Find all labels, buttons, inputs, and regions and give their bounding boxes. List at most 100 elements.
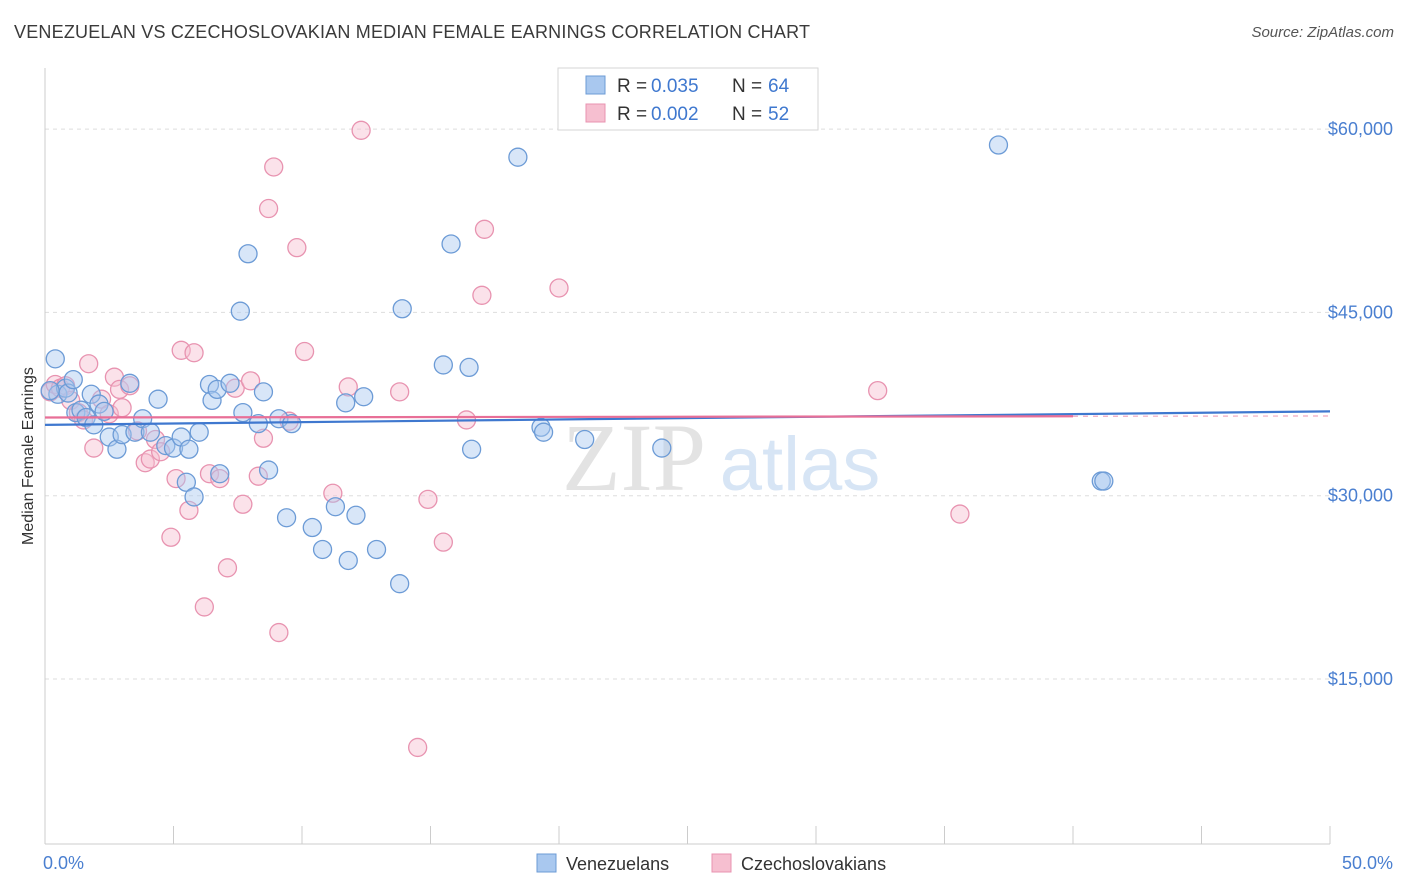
venezuelans-point [171,427,191,447]
source-label: Source: ZipAtlas.com [1251,24,1394,41]
czechoslovakians-point [549,278,569,298]
venezuelans-point [94,401,114,422]
czechoslovakians-point [338,377,358,397]
venezuelans-point [354,387,374,407]
czechoslovakians-point [351,120,371,140]
y-axis-label: Median Female Earnings [20,367,37,545]
stats-n-value-2: 52 [768,104,789,125]
czechoslovakians-point [433,532,454,552]
venezuelans-point [253,382,274,402]
venezuelans-point [120,373,140,393]
y-tick-label: $60,000 [1328,119,1393,139]
czechoslovakians-point [210,468,230,489]
venezuelans-point [148,389,168,409]
czechoslovakians-point [269,622,289,643]
venezuelans-swatch [585,75,606,95]
venezuelans-point [40,380,60,401]
stats-n-value-1: 64 [768,76,790,97]
venezuelans-point [282,413,302,434]
legend-venezuelans-label: Venezuelans [566,854,669,874]
stats-r-value-1: 0.035 [651,76,699,97]
venezuelans-point [575,429,595,450]
czechoslovakians-point [950,504,970,524]
venezuelans-point [338,550,358,571]
venezuelans-points [40,135,1114,594]
czechoslovakians-point [166,468,186,489]
legend-venezuelans-swatch [536,853,557,873]
czechoslovakians-point [390,382,410,402]
legend-czechoslovakians-label: Czechoslovakians [741,854,886,874]
czechoslovakians-point [418,489,438,510]
venezuelans-point [312,539,333,560]
venezuelans-point [459,357,479,378]
x-tick-label: 0.0% [43,853,84,873]
czechoslovakians-point [161,527,181,547]
venezuelans-point [220,373,240,393]
venezuelans-point [390,574,410,594]
czechoslovakians-trend-line [44,415,1074,419]
venezuelans-point [230,301,250,321]
x-tick-label: 50.0% [1342,853,1393,873]
venezuelans-point [63,369,83,390]
czechoslovakians-point [472,285,492,305]
venezuelans-point [210,464,230,484]
venezuelans-point [302,517,322,538]
venezuelans-point [202,390,222,411]
czechoslovakians-point [112,398,132,418]
stats-r-value-2: 0.002 [651,104,699,125]
venezuelans-point [276,508,297,528]
stats-n-label-1: N = [732,76,762,97]
venezuelans-point [366,539,387,560]
venezuelans-point [45,349,65,369]
venezuelans-point [1094,471,1114,491]
stats-r-label-2: R = [617,104,647,125]
venezuelans-point [508,147,528,167]
venezuelans-point [179,439,199,459]
venezuelans-point [988,135,1009,155]
czechoslovakians-point [258,198,279,219]
czechoslovakians-point [240,371,261,391]
axes [44,68,1331,845]
venezuelans-point [238,244,258,264]
venezuelans-point [325,497,346,517]
czechoslovakians-point [264,157,284,177]
czechoslovakians-point [184,343,204,363]
czechoslovakians-swatch [585,103,606,123]
venezuelans-point [441,234,461,254]
venezuelans-point [163,438,184,458]
czechoslovakians-point [109,379,130,400]
venezuelans-trend-line [44,410,1331,426]
venezuelans-point [189,422,209,442]
venezuelans-point [233,402,253,423]
tick-labels: $15,000 $30,000 $45,000 $60,000 0.0% 50.0% [43,119,1393,873]
venezuelans-point [336,393,356,413]
stats-n-label-2: N = [732,104,762,125]
venezuelans-point [433,355,454,375]
watermark-atlas: atlas [720,422,881,507]
czechoslovakians-point [287,237,307,258]
watermark-zip: ZIP [562,404,706,511]
venezuelans-point [140,422,161,442]
czechoslovakians-point [194,597,214,617]
venezuelans-point [652,438,672,458]
czechoslovakians-point [868,380,888,401]
venezuelans-point [392,299,412,319]
venezuelans-point [346,505,366,525]
czechoslovakians-point [217,558,238,578]
venezuelans-point [107,439,127,459]
czechoslovakians-point [84,438,104,458]
czechoslovakians-point [474,219,495,239]
y-tick-label: $30,000 [1328,486,1393,506]
venezuelans-point [533,422,554,442]
watermark: ZIP atlas [562,404,880,511]
y-tick-label: $45,000 [1328,302,1393,322]
venezuelans-point [81,384,101,404]
czechoslovakians-point [233,494,253,514]
venezuelans-point [184,487,204,507]
y-tick-label: $15,000 [1328,669,1393,689]
venezuelans-point [156,435,176,456]
legend-czechoslovakians-swatch [711,853,732,873]
czechoslovakians-point [199,464,220,484]
trend-lines [44,410,1331,426]
